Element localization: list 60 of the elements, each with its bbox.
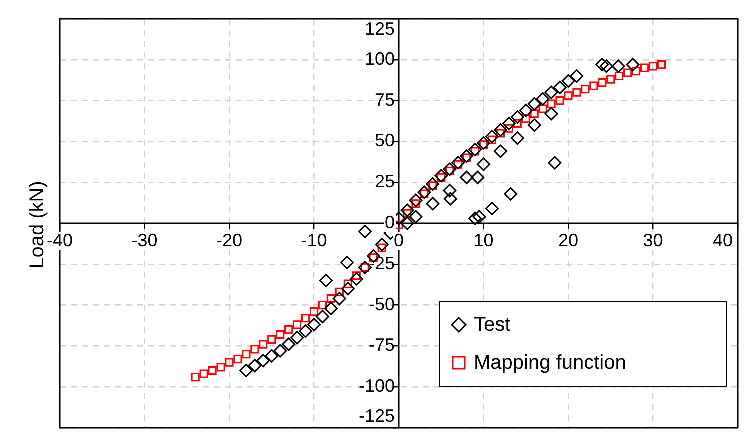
- point: [250, 345, 260, 354]
- point: [284, 326, 294, 334]
- point: [301, 314, 310, 323]
- y-tick-label: 75: [374, 90, 396, 110]
- point: [293, 320, 302, 330]
- point: [234, 355, 242, 364]
- point: [624, 68, 632, 78]
- point: [276, 330, 285, 340]
- point: [581, 85, 590, 94]
- point: [200, 370, 208, 378]
- x-tick-label: -10: [301, 230, 328, 250]
- y-tick-label: -100: [358, 376, 396, 396]
- y-tick-label: 125: [364, 18, 396, 39]
- x-tick-label: 20: [558, 230, 579, 250]
- point: [191, 373, 200, 382]
- y-tick-label: 50: [374, 130, 396, 151]
- y-tick-label: -25: [368, 253, 395, 274]
- x-tick-label: 10: [474, 230, 494, 250]
- point: [648, 62, 658, 71]
- x-tick-label: -20: [216, 230, 243, 250]
- x-tick-label: 30: [643, 230, 664, 250]
- point: [326, 294, 336, 304]
- y-tick-label: 0: [384, 212, 396, 232]
- point: [344, 280, 352, 288]
- point: [310, 308, 319, 316]
- y-tick-label: -125: [358, 406, 396, 426]
- x-tick-label: -40: [46, 230, 74, 250]
- y-tick-label: -75: [368, 335, 395, 356]
- point: [522, 114, 530, 124]
- point: [318, 301, 328, 310]
- point: [606, 75, 616, 84]
- legend-label: Test: [474, 314, 511, 336]
- point: [225, 358, 234, 367]
- point: [564, 92, 573, 100]
- y-axis-title: Load (kN): [26, 181, 48, 269]
- y-tick-label: 25: [374, 172, 396, 192]
- point: [504, 124, 514, 133]
- point: [556, 96, 564, 106]
- y-tick-label: 100: [364, 48, 396, 69]
- x-tick-label: 40: [712, 230, 734, 250]
- point: [513, 119, 522, 128]
- point: [259, 340, 268, 349]
- point: [572, 88, 582, 97]
- point: [547, 100, 556, 108]
- legend-label: Mapping function: [474, 352, 626, 374]
- point: [242, 350, 251, 359]
- point: [216, 363, 226, 372]
- point: [632, 67, 641, 76]
- point: [590, 82, 598, 90]
- point: [530, 110, 539, 118]
- point: [538, 104, 548, 114]
- point: [598, 78, 607, 88]
- point: [640, 64, 650, 72]
- x-tick-label: -30: [132, 230, 158, 250]
- point: [615, 72, 624, 81]
- point: [268, 335, 276, 344]
- y-tick-label: -50: [368, 294, 395, 314]
- point: [335, 288, 344, 296]
- point: [657, 60, 666, 70]
- point: [208, 366, 217, 376]
